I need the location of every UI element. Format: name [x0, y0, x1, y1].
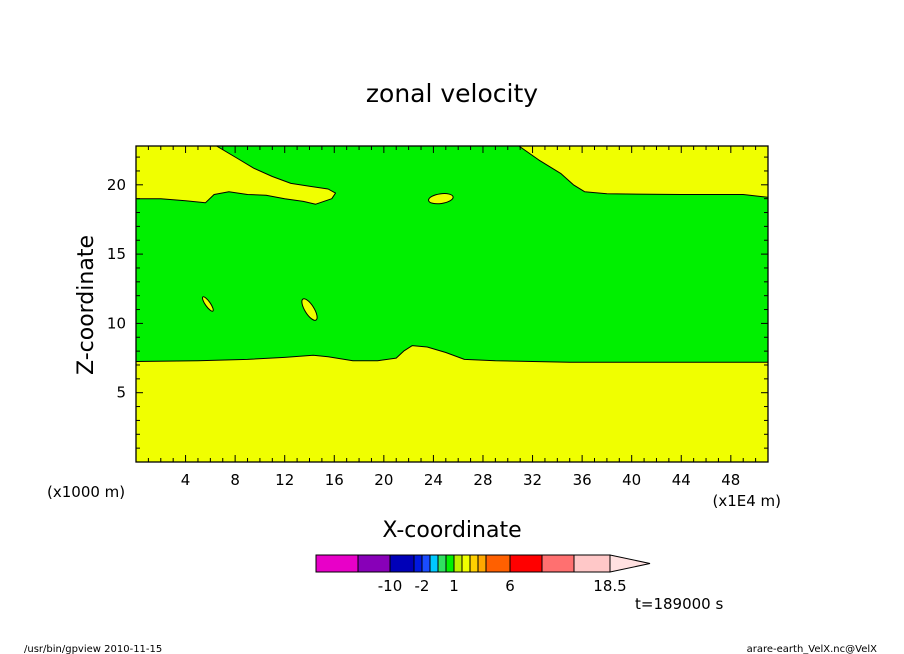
y-unit-label: (x1000 m)	[47, 483, 125, 501]
colorbar: -10 -2 1 6 18.5	[315, 554, 651, 595]
y-tick-label: 5	[116, 384, 126, 402]
x-tick-label: 16	[325, 471, 344, 489]
time-label: t=189000 s	[635, 595, 723, 613]
colorbar-label: 1	[449, 577, 459, 595]
contour-region-green	[136, 146, 768, 363]
x-axis-ticks: 4 8 12 16 20 24 28 32 36 40 44 48	[147, 146, 757, 489]
contour-island-1	[428, 193, 454, 205]
colorbar-segment	[437, 554, 447, 573]
x-tick-label: 48	[721, 471, 740, 489]
colorbar-segment	[573, 554, 611, 573]
contour-islands	[201, 193, 454, 321]
colorbar-segment	[421, 554, 431, 573]
colorbar-segment	[453, 554, 463, 573]
x-tick-label: 24	[424, 471, 443, 489]
footer-right: arare-earth_VelX.nc@VelX	[747, 644, 878, 654]
colorbar-label: 18.5	[593, 577, 626, 595]
colorbar-segment	[429, 554, 439, 573]
x-tick-label: 28	[473, 471, 492, 489]
y-axis-title: Z-coordinate	[74, 235, 99, 375]
colorbar-segment	[413, 554, 423, 573]
chart-title: zonal velocity	[366, 79, 538, 108]
colorbar-segment	[445, 554, 455, 573]
x-tick-label: 40	[622, 471, 641, 489]
contour-island-3	[301, 298, 318, 321]
x-tick-label: 36	[573, 471, 592, 489]
colorbar-segment	[315, 554, 359, 573]
plot-area	[135, 145, 769, 463]
colorbar-segment	[461, 554, 471, 573]
plot-frame	[135, 145, 769, 463]
colorbar-label: -2	[415, 577, 430, 595]
x-tick-label: 4	[181, 471, 191, 489]
colorbar-segment	[357, 554, 391, 573]
colorbar-label: 6	[505, 577, 515, 595]
x-tick-label: 32	[523, 471, 542, 489]
colorbar-segment	[477, 554, 487, 573]
x-tick-label: 8	[230, 471, 240, 489]
x-tick-label: 12	[275, 471, 294, 489]
colorbar-segment	[541, 554, 575, 573]
footer-left: /usr/bin/gpview 2010-11-15	[24, 644, 162, 654]
colorbar-segment	[485, 554, 511, 573]
colorbar-segment	[509, 554, 543, 573]
y-axis-ticks: 5 10 15 20	[107, 156, 768, 449]
x-tick-label: 44	[672, 471, 691, 489]
colorbar-segment	[469, 554, 479, 573]
contour-island-2	[201, 296, 214, 312]
colorbar-arrow	[609, 554, 651, 573]
y-tick-label: 10	[107, 314, 126, 332]
x-axis-title: X-coordinate	[382, 518, 521, 543]
colorbar-segment	[389, 554, 415, 573]
y-tick-label: 20	[107, 176, 126, 194]
y-tick-label: 15	[107, 245, 126, 263]
x-tick-label: 20	[374, 471, 393, 489]
x-unit-label: (x1E4 m)	[712, 492, 781, 510]
colorbar-label: -10	[378, 577, 403, 595]
